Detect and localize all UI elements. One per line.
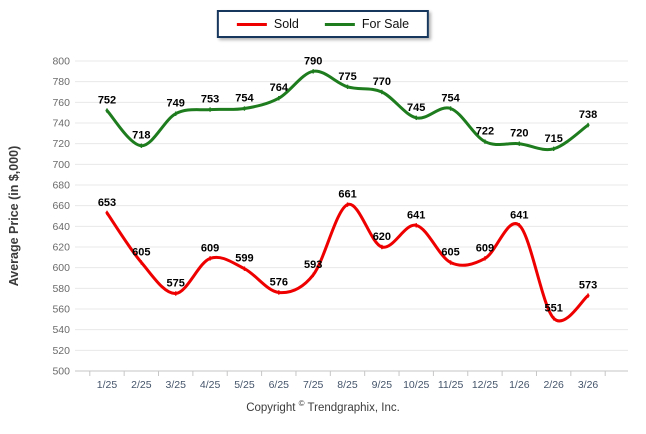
x-tick-label: 8/25 xyxy=(337,379,358,391)
x-tick-label: 9/25 xyxy=(372,379,393,391)
x-tick-label: 3/25 xyxy=(166,379,187,391)
series-lines xyxy=(105,69,590,323)
x-tick-label: 6/25 xyxy=(269,379,290,391)
for-sale-data-label: 754 xyxy=(235,93,254,105)
y-tick-label: 680 xyxy=(52,180,70,192)
sold-data-label: 575 xyxy=(167,278,185,290)
for-sale-data-label: 749 xyxy=(167,98,185,110)
axes: 500 520 540 560 580 600 620 640 660 680 700 720 740 7… xyxy=(52,56,606,391)
for-sale-data-label: 752 xyxy=(98,95,116,107)
for-sale-data-label: 790 xyxy=(304,55,322,67)
for-sale-data-label: 770 xyxy=(373,76,391,88)
y-tick-label: 580 xyxy=(52,283,70,295)
sold-data-label: 641 xyxy=(510,209,528,221)
sold-line xyxy=(105,203,590,323)
y-tick-label: 500 xyxy=(52,366,70,378)
for-sale-line-swatch-icon xyxy=(324,22,355,26)
sold-line-swatch-icon xyxy=(236,22,267,26)
y-tick-label: 560 xyxy=(52,304,70,316)
sold-data-label: 576 xyxy=(270,276,288,288)
for-sale-data-label: 738 xyxy=(579,109,597,121)
y-tick-label: 780 xyxy=(52,76,70,88)
sold-data-label: 653 xyxy=(98,197,116,209)
for-sale-data-label: 754 xyxy=(441,93,460,105)
sold-data-label: 620 xyxy=(373,231,391,243)
for-sale-data-label: 718 xyxy=(132,130,150,142)
copyright-word: Copyright xyxy=(246,401,296,414)
x-tick-label: 2/25 xyxy=(131,379,152,391)
copyright-note: Copyright © Trendgraphix, Inc. xyxy=(0,399,646,414)
for-sale-data-label: 745 xyxy=(407,102,425,114)
x-tick-label: 11/25 xyxy=(438,379,464,391)
x-tick-label: 4/25 xyxy=(200,379,221,391)
sold-data-label: 551 xyxy=(545,302,563,314)
y-tick-label: 600 xyxy=(52,262,70,274)
for-sale-data-label: 715 xyxy=(545,133,563,145)
y-tick-label: 660 xyxy=(52,200,70,212)
sold-data-label: 641 xyxy=(407,209,425,221)
y-tick-label: 620 xyxy=(52,242,70,254)
copyright-company: Trendgraphix, Inc. xyxy=(307,401,400,414)
legend-item-sold: Sold xyxy=(236,17,299,31)
x-tick-label: 10/25 xyxy=(403,379,429,391)
y-axis-title: Average Price (in $,000) xyxy=(7,146,21,287)
sold-data-label: 609 xyxy=(201,242,219,254)
for-sale-data-label: 722 xyxy=(476,126,494,138)
legend-item-for-sale: For Sale xyxy=(324,17,410,31)
x-tick-label: 3/26 xyxy=(578,379,599,391)
sold-data-label: 605 xyxy=(441,247,459,259)
x-tick-label: 7/25 xyxy=(303,379,324,391)
for-sale-data-label: 764 xyxy=(270,82,289,94)
sold-data-label: 593 xyxy=(304,259,322,271)
for-sale-data-label: 775 xyxy=(338,71,356,83)
sold-data-label: 599 xyxy=(235,253,253,265)
y-tick-label: 700 xyxy=(52,159,70,171)
copyright-symbol-icon: © xyxy=(298,399,305,408)
sold-data-label: 573 xyxy=(579,280,597,292)
y-tick-label: 760 xyxy=(52,97,70,109)
x-tick-label: 1/26 xyxy=(509,379,530,391)
y-tick-label: 540 xyxy=(52,324,70,336)
legend-label-sold: Sold xyxy=(273,17,299,31)
x-tick-label: 2/26 xyxy=(543,379,564,391)
gridlines xyxy=(75,60,628,372)
y-tick-label: 640 xyxy=(52,221,70,233)
for-sale-data-label: 720 xyxy=(510,128,528,140)
x-tick-label: 5/25 xyxy=(234,379,255,391)
data-labels: 752 718 749 753 754 764 790 775 770 745 754 722 720 7… xyxy=(98,55,597,314)
x-tick-label: 12/25 xyxy=(472,379,498,391)
sold-data-label: 609 xyxy=(476,242,494,254)
for-sale-data-label: 753 xyxy=(201,94,219,106)
legend-label-for-sale: For Sale xyxy=(361,17,410,31)
sold-data-label: 661 xyxy=(338,189,356,201)
y-tick-label: 720 xyxy=(52,138,70,150)
y-tick-label: 800 xyxy=(52,56,70,68)
y-tick-label: 740 xyxy=(52,118,70,130)
chart-legend: Sold For Sale xyxy=(216,10,430,38)
x-tick-label: 1/25 xyxy=(97,379,118,391)
sold-data-label: 605 xyxy=(132,247,150,259)
y-tick-label: 520 xyxy=(52,345,70,357)
